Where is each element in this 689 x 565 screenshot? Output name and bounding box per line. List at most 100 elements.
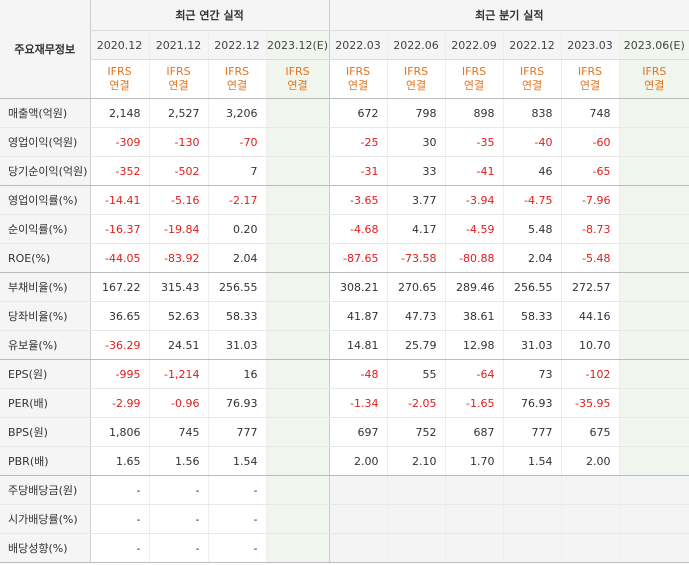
- corner-label: 주요재무정보: [0, 0, 90, 99]
- cell-quarter: 898: [444, 98, 504, 128]
- cell-quarter: -87.65: [328, 243, 388, 273]
- cell-annual: -: [207, 533, 266, 563]
- ifrs-label: IFRS 연결: [89, 59, 149, 99]
- cell-annual: -: [89, 475, 149, 505]
- period-header-quarter-2: 2022.09: [444, 30, 504, 60]
- cell-annual: -502: [148, 156, 208, 186]
- row-label: EPS(원): [0, 359, 90, 389]
- cell-quarter: 58.33: [502, 301, 562, 331]
- cell-quarter: -80.88: [444, 243, 504, 273]
- ifrs-line1: IFRS: [224, 65, 250, 78]
- cell-annual: [265, 359, 330, 389]
- row-label: PBR(배): [0, 446, 90, 476]
- cell-annual: 2.04: [207, 243, 266, 273]
- table-row: 유보율(%) -36.29 24.51 31.03 14.81 25.79 12.98 31.…: [0, 330, 689, 360]
- cell-quarter: [618, 330, 689, 360]
- ifrs-label: IFRS 연결: [265, 59, 330, 99]
- cell-quarter: -8.73: [560, 214, 620, 244]
- table-row: PBR(배) 1.65 1.56 1.54 2.00 2.10 1.70 1.54 2.00: [0, 446, 689, 476]
- cell-quarter: [618, 388, 689, 418]
- cell-quarter: [444, 533, 504, 563]
- cell-quarter: 46: [502, 156, 562, 186]
- cell-annual: [265, 98, 330, 128]
- row-label: 유보율(%): [0, 330, 90, 360]
- cell-annual: [265, 185, 330, 215]
- cell-annual: 58.33: [207, 301, 266, 331]
- cell-quarter: 2.00: [560, 446, 620, 476]
- table-row: 부채비율(%) 167.22 315.43 256.55 308.21 270.65 289…: [0, 272, 689, 302]
- row-label: ROE(%): [0, 243, 90, 273]
- cell-quarter: [618, 243, 689, 273]
- cell-quarter: 752: [386, 417, 446, 447]
- ifrs-label: IFRS 연결: [502, 59, 562, 99]
- ifrs-label: IFRS 연결: [328, 59, 388, 99]
- cell-annual: [265, 504, 330, 534]
- cell-annual: -: [89, 533, 149, 563]
- cell-quarter: 10.70: [560, 330, 620, 360]
- cell-annual: 24.51: [148, 330, 208, 360]
- table-row: 순이익률(%) -16.37 -19.84 0.20 -4.68 4.17 -4.59 5.4…: [0, 214, 689, 244]
- cell-quarter: [560, 475, 620, 505]
- cell-annual: 1.54: [207, 446, 266, 476]
- cell-annual: -309: [89, 127, 149, 157]
- cell-annual: 1.65: [89, 446, 149, 476]
- cell-annual: 745: [148, 417, 208, 447]
- table-row: 당기순이익(억원) -352 -502 7 -31 33 -41 46 -65: [0, 156, 689, 186]
- table-row: 당좌비율(%) 36.65 52.63 58.33 41.87 47.73 38.61 58.…: [0, 301, 689, 331]
- cell-annual: 2,148: [89, 98, 149, 128]
- cell-annual: 16: [207, 359, 266, 389]
- cell-quarter: -65: [560, 156, 620, 186]
- cell-quarter: [618, 272, 689, 302]
- cell-annual: -: [148, 475, 208, 505]
- cell-quarter: [328, 475, 388, 505]
- table-row: 주당배당금(원) - - -: [0, 475, 689, 505]
- cell-annual: -352: [89, 156, 149, 186]
- ifrs-line2: 연결: [168, 79, 189, 92]
- cell-annual: -2.17: [207, 185, 266, 215]
- cell-annual: 0.20: [207, 214, 266, 244]
- cell-quarter: 838: [502, 98, 562, 128]
- ifrs-line2: 연결: [463, 79, 485, 92]
- cell-quarter: -5.48: [560, 243, 620, 273]
- cell-annual: 2,527: [148, 98, 208, 128]
- ifrs-line1: IFRS: [403, 65, 429, 78]
- ifrs-label: IFRS 연결: [148, 59, 208, 99]
- cell-quarter: 73: [502, 359, 562, 389]
- cell-quarter: -73.58: [386, 243, 446, 273]
- cell-quarter: 5.48: [502, 214, 562, 244]
- cell-annual: -130: [148, 127, 208, 157]
- row-label: 부채비율(%): [0, 272, 90, 302]
- row-label: BPS(원): [0, 417, 90, 447]
- row-label: 주당배당금(원): [0, 475, 90, 505]
- cell-quarter: [502, 533, 562, 563]
- ifrs-line2: 연결: [579, 79, 601, 92]
- cell-quarter: -3.65: [328, 185, 388, 215]
- table-row: EPS(원) -995 -1,214 16 -48 55 -64 73 -102: [0, 359, 689, 389]
- ifrs-line2: 연결: [226, 79, 248, 92]
- cell-quarter: 25.79: [386, 330, 446, 360]
- period-header-quarter-4: 2023.03: [560, 30, 620, 60]
- cell-annual: [265, 475, 330, 505]
- cell-annual: 256.55: [207, 272, 266, 302]
- cell-quarter: [618, 475, 689, 505]
- cell-annual: [265, 330, 330, 360]
- cell-quarter: 38.61: [444, 301, 504, 331]
- cell-annual: -: [207, 504, 266, 534]
- period-header-annual-2: 2022.12: [207, 30, 266, 60]
- cell-annual: [265, 156, 330, 186]
- cell-annual: -5.16: [148, 185, 208, 215]
- cell-quarter: 675: [560, 417, 620, 447]
- cell-quarter: [618, 185, 689, 215]
- quarter-title: 최근 분기 실적: [328, 0, 689, 31]
- cell-quarter: 272.57: [560, 272, 620, 302]
- ifrs-line1: IFRS: [642, 65, 667, 78]
- cell-annual: -70: [207, 127, 266, 157]
- ifrs-line2: 연결: [644, 79, 665, 92]
- table-row: 매출액(억원) 2,148 2,527 3,206 672 798 898 838 748: [0, 98, 689, 128]
- ifrs-line1: IFRS: [461, 65, 487, 78]
- cell-annual: 777: [207, 417, 266, 447]
- cell-quarter: [618, 301, 689, 331]
- cell-quarter: -102: [560, 359, 620, 389]
- period-header-quarter-5: 2023.06(E): [618, 30, 689, 60]
